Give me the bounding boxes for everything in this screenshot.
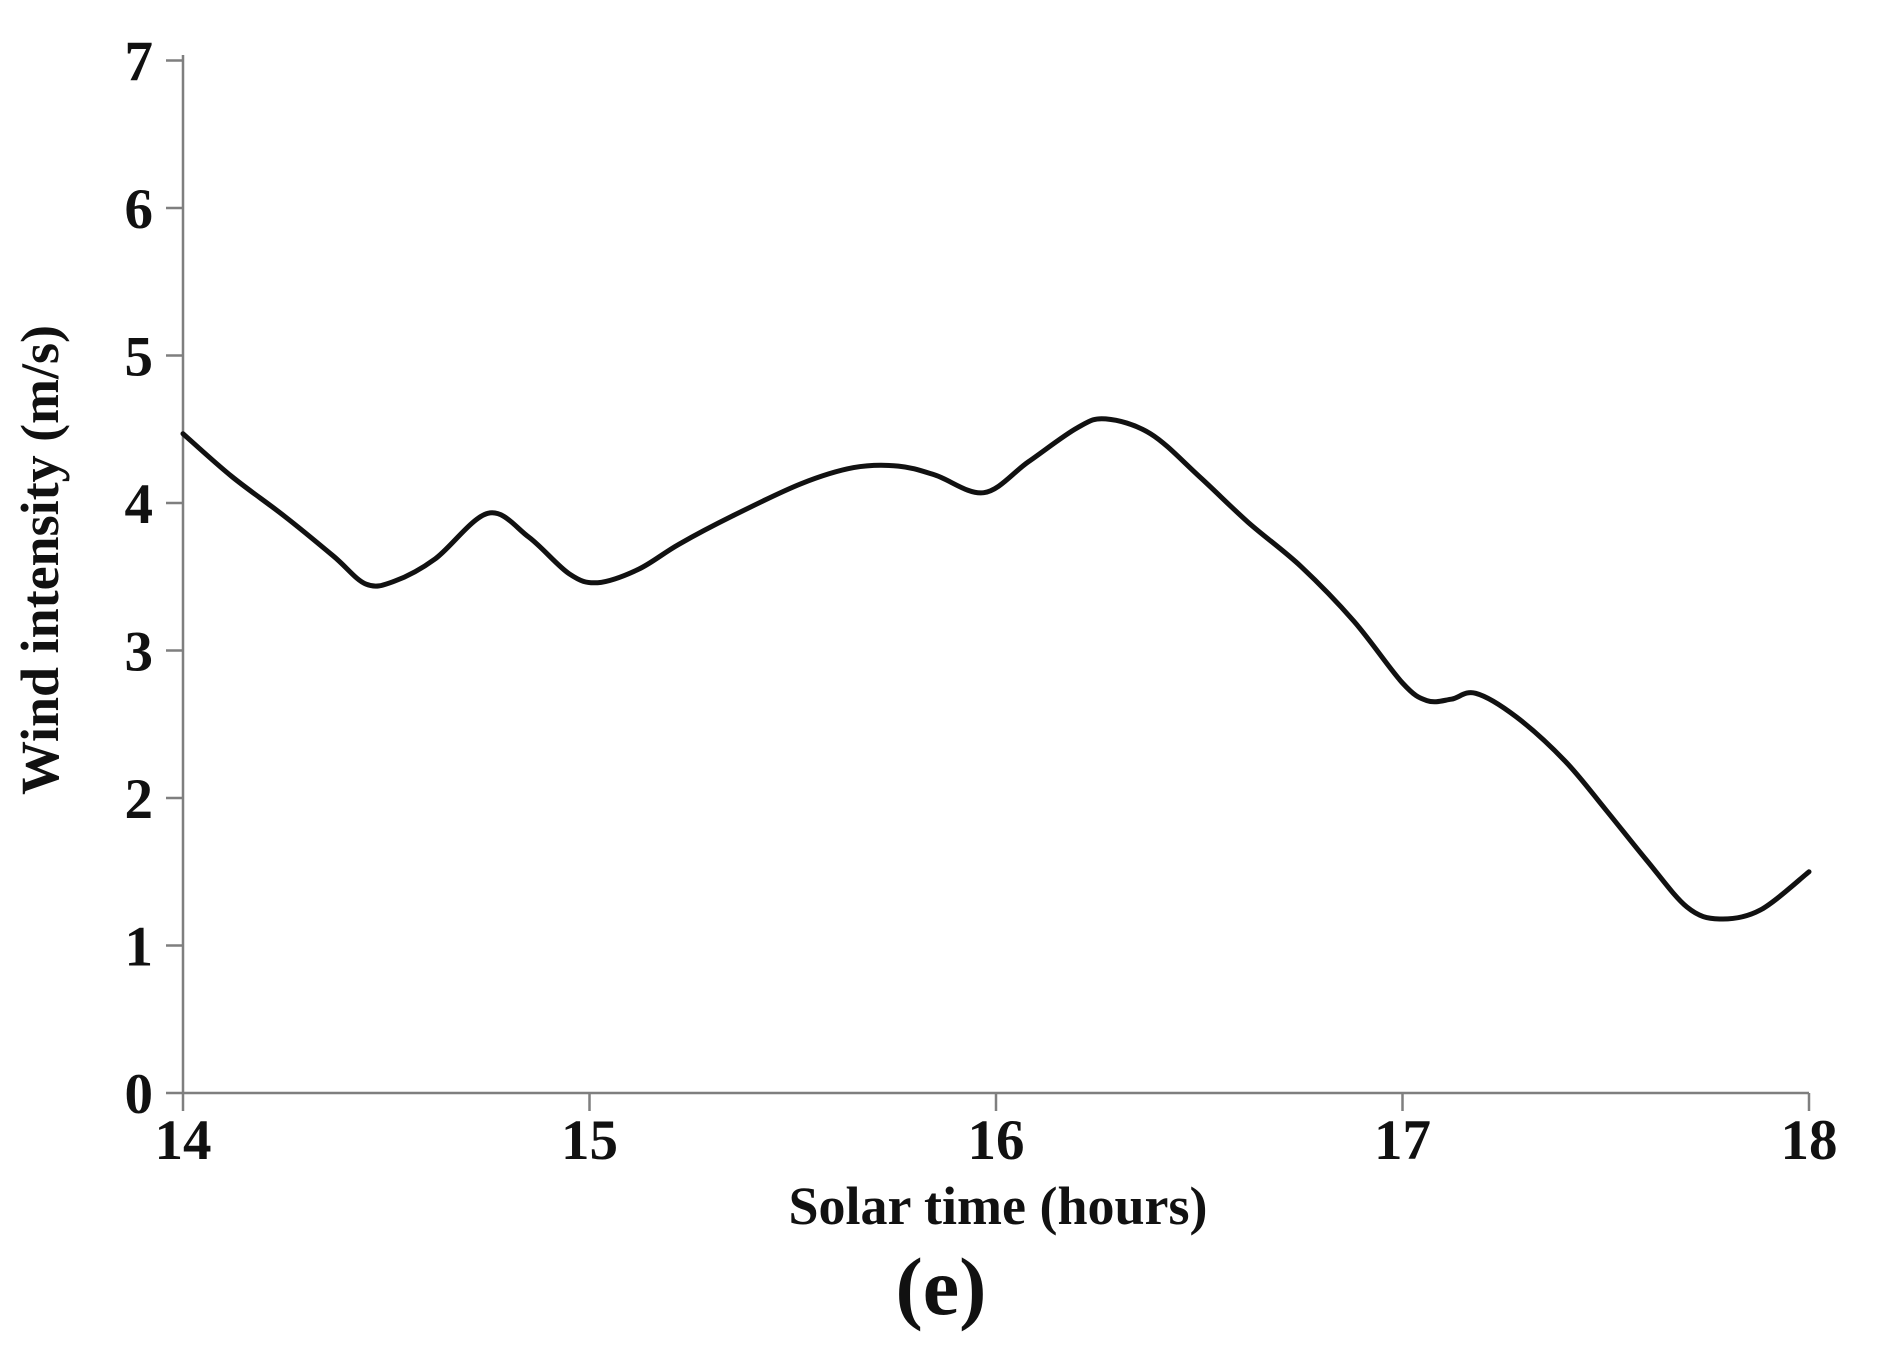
y-tick-label: 7 [125,31,154,94]
x-tick-label: 16 [968,1109,1025,1172]
y-tick-label: 1 [125,916,154,979]
plot-area: 0 1 2 3 4 5 6 7 14 15 16 17 18 [125,31,1838,1173]
y-tick-label: 4 [125,473,154,536]
y-tick-label: 6 [125,178,154,241]
axes [181,55,1809,1095]
figure-caption: (e) [895,1241,986,1332]
y-tick-label: 0 [125,1063,154,1126]
y-axis-title: Wind intensity (m/s) [10,325,70,795]
wind-intensity-curve [180,416,1812,922]
x-tick-label: 15 [561,1109,618,1172]
y-tick-label: 5 [125,326,154,389]
y-tick-label: 2 [125,768,154,831]
axis-lines [181,55,1809,1095]
x-tick-label: 17 [1374,1109,1431,1172]
y-axis-ticks: 0 1 2 3 4 5 6 7 [125,31,183,1126]
x-tick-label: 18 [1781,1109,1838,1172]
series-layer [180,416,1812,922]
y-tick-label: 3 [125,621,154,684]
x-tick-label: 14 [155,1109,212,1172]
x-axis-ticks: 14 15 16 17 18 [155,1093,1838,1172]
x-axis-title: Solar time (hours) [789,1176,1208,1236]
